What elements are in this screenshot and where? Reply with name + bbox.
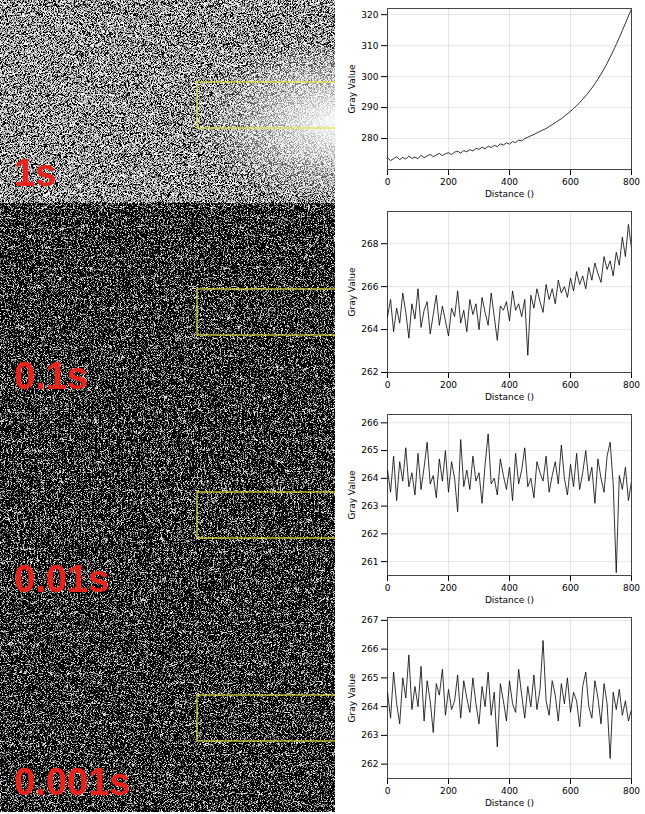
svg-text:0: 0	[385, 583, 391, 593]
svg-text:0.01s: 0.01s	[14, 558, 109, 600]
svg-text:262: 262	[361, 367, 378, 377]
svg-text:Gray Value: Gray Value	[347, 470, 357, 520]
svg-text:0: 0	[385, 177, 391, 187]
svg-text:600: 600	[562, 583, 579, 593]
svg-text:800: 800	[623, 177, 640, 187]
svg-text:300: 300	[361, 71, 378, 81]
svg-text:264: 264	[361, 473, 378, 483]
svg-text:800: 800	[623, 583, 640, 593]
svg-text:310: 310	[361, 41, 378, 51]
svg-text:200: 200	[440, 786, 457, 796]
svg-text:267: 267	[361, 615, 378, 625]
svg-text:800: 800	[623, 786, 640, 796]
svg-text:0: 0	[385, 786, 391, 796]
svg-text:264: 264	[361, 324, 378, 334]
svg-text:400: 400	[501, 380, 518, 390]
svg-text:800: 800	[623, 380, 640, 390]
svg-text:200: 200	[440, 177, 457, 187]
svg-text:Gray Value: Gray Value	[347, 64, 357, 114]
svg-text:266: 266	[361, 418, 378, 428]
svg-text:266: 266	[361, 644, 378, 654]
svg-text:400: 400	[501, 786, 518, 796]
svg-text:262: 262	[361, 759, 378, 769]
svg-text:263: 263	[361, 730, 378, 740]
svg-text:Distance (): Distance ()	[485, 798, 534, 808]
svg-text:Gray Value: Gray Value	[347, 267, 357, 317]
svg-text:290: 290	[361, 102, 378, 112]
svg-text:320: 320	[361, 10, 378, 20]
svg-text:Gray Value: Gray Value	[347, 673, 357, 723]
svg-text:280: 280	[361, 133, 378, 143]
svg-text:261: 261	[361, 557, 378, 567]
svg-text:Distance (): Distance ()	[485, 392, 534, 402]
svg-text:0: 0	[385, 380, 391, 390]
svg-text:262: 262	[361, 529, 378, 539]
svg-text:600: 600	[562, 786, 579, 796]
svg-text:600: 600	[562, 380, 579, 390]
svg-text:200: 200	[440, 583, 457, 593]
svg-text:0.001s: 0.001s	[14, 761, 130, 803]
svg-text:200: 200	[440, 380, 457, 390]
svg-text:1s: 1s	[14, 152, 56, 194]
svg-text:400: 400	[501, 177, 518, 187]
svg-text:268: 268	[361, 239, 378, 249]
svg-text:263: 263	[361, 501, 378, 511]
svg-text:0.1s: 0.1s	[14, 355, 88, 397]
svg-text:266: 266	[361, 282, 378, 292]
svg-text:265: 265	[361, 673, 378, 683]
svg-text:400: 400	[501, 583, 518, 593]
svg-text:265: 265	[361, 445, 378, 455]
svg-text:Distance (): Distance ()	[485, 189, 534, 199]
svg-text:264: 264	[361, 702, 378, 712]
svg-text:600: 600	[562, 177, 579, 187]
svg-text:Distance (): Distance ()	[485, 595, 534, 605]
